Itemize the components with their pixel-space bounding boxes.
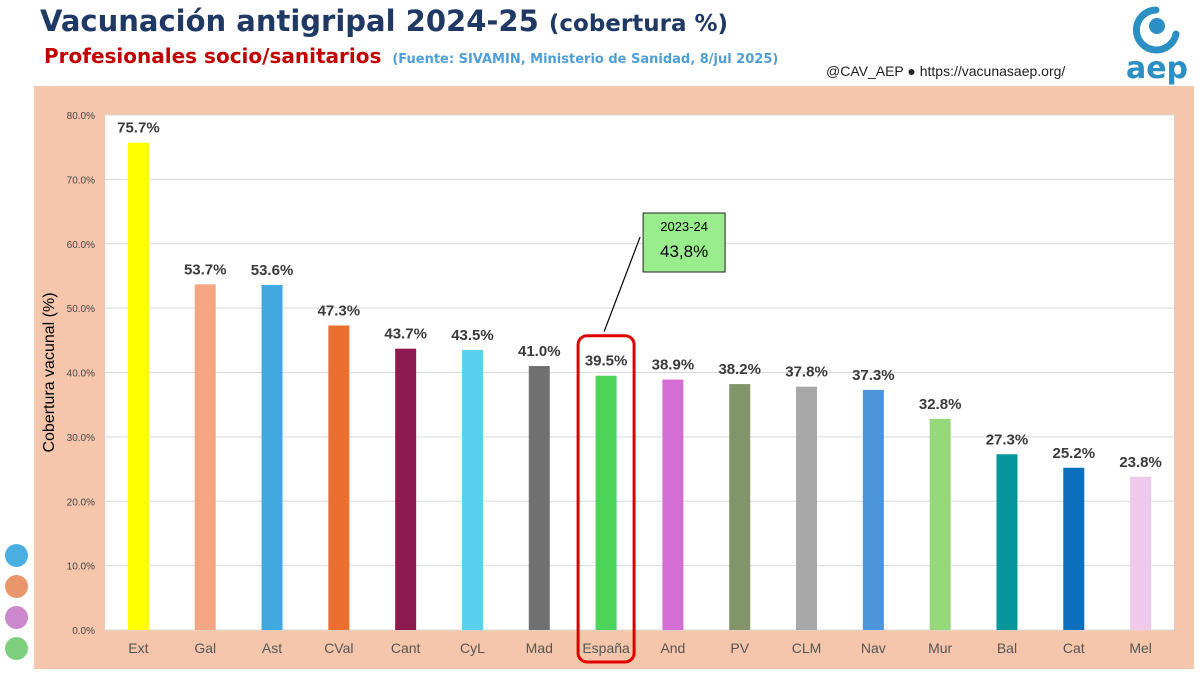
- bar: [127, 142, 149, 630]
- x-tick-label: Mel: [1129, 640, 1152, 656]
- data-label: 39.5%: [585, 353, 628, 370]
- orange-dot-icon: [5, 575, 28, 598]
- x-tick-label: Cant: [391, 640, 421, 656]
- bar: [862, 389, 884, 630]
- bar: [996, 454, 1018, 630]
- highlight-box: [576, 334, 636, 664]
- y-tick-label: 60.0%: [67, 240, 95, 251]
- bar: [395, 348, 417, 630]
- data-label: 38.9%: [652, 357, 695, 374]
- credits-line: @CAV_AEP ● https://vacunasaep.org/: [826, 63, 1066, 79]
- x-tick-label: CyL: [460, 640, 485, 656]
- data-label: 25.2%: [1053, 445, 1096, 462]
- annotation-pointer: [603, 236, 641, 332]
- x-tick-label: Ext: [128, 640, 148, 656]
- x-tick-label: Nav: [861, 640, 886, 656]
- subtitle: Profesionales socio/sanitarios (Fuente: …: [44, 44, 778, 68]
- annotation-value: 43,8%: [660, 242, 708, 261]
- y-tick-label: 70.0%: [67, 175, 95, 186]
- purple-dot-icon: [5, 606, 28, 629]
- data-label: 23.8%: [1119, 454, 1162, 471]
- data-label: 43.7%: [384, 326, 427, 343]
- x-tick-label: CLM: [792, 640, 822, 656]
- green-dot-icon: [5, 637, 28, 660]
- x-tick-label: Bal: [997, 640, 1017, 656]
- data-label: 32.8%: [919, 396, 962, 413]
- logo-text: aep: [1126, 51, 1188, 86]
- y-tick-label: 0.0%: [72, 626, 95, 637]
- bar: [1130, 476, 1152, 630]
- decor-dots: [5, 544, 28, 668]
- y-tick-label: 80.0%: [67, 111, 95, 122]
- x-tick-label: And: [660, 640, 685, 656]
- y-tick-label: 20.0%: [67, 497, 95, 508]
- y-tick-label: 30.0%: [67, 433, 95, 444]
- x-tick-label: Cat: [1063, 640, 1085, 656]
- annotation-box: [642, 212, 726, 273]
- bar: [796, 386, 818, 630]
- data-label: 27.3%: [986, 431, 1029, 448]
- data-label: 37.3%: [852, 367, 895, 384]
- y-tick-label: 40.0%: [67, 369, 95, 380]
- page-title: Vacunación antigripal 2024-25 (cobertura…: [40, 4, 728, 38]
- data-label: 53.6%: [251, 262, 294, 279]
- x-tick-label: Mad: [526, 640, 553, 656]
- x-tick-label: España: [582, 640, 630, 656]
- x-tick-label: CVal: [324, 640, 353, 656]
- title-main: Vacunación antigripal 2024-25: [40, 4, 539, 38]
- x-tick-label: PV: [730, 640, 749, 656]
- data-label: 43.5%: [451, 327, 494, 344]
- title-suffix: (cobertura %): [548, 11, 729, 37]
- subtitle-text: Profesionales socio/sanitarios: [44, 44, 382, 68]
- annotation-label: 2023-24: [660, 219, 708, 234]
- bar: [461, 349, 483, 630]
- bar: [261, 284, 283, 630]
- data-label: 53.7%: [184, 261, 227, 278]
- bar: [662, 379, 684, 630]
- source-note: (Fuente: SIVAMIN, Ministerio de Sanidad,…: [392, 52, 779, 67]
- bar: [328, 325, 350, 630]
- bar: [929, 418, 951, 630]
- x-tick-label: Ast: [262, 640, 282, 656]
- x-tick-label: Mur: [928, 640, 952, 656]
- data-label: 75.7%: [117, 120, 160, 137]
- data-label: 38.2%: [718, 361, 761, 378]
- chart-frame: 0.0% 10.0% 20.0% 30.0% 40.0% 50.0% 60.0% 70.0% 8…: [34, 86, 1194, 669]
- bar: [194, 284, 216, 630]
- logo-dot: [1149, 18, 1165, 34]
- y-tick-label: 50.0%: [67, 304, 95, 315]
- bar-chart: 0.0% 10.0% 20.0% 30.0% 40.0% 50.0% 60.0% 70.0% 8…: [41, 111, 1174, 664]
- bar: [729, 384, 751, 630]
- y-axis-label: Cobertura vacunal (%): [41, 292, 58, 452]
- y-tick-label: 10.0%: [67, 562, 95, 573]
- blue-dot-icon: [5, 544, 28, 567]
- logo-ring: [1132, 6, 1180, 54]
- bar: [1063, 467, 1085, 630]
- data-label: 41.0%: [518, 343, 561, 360]
- data-label: 37.8%: [785, 364, 828, 381]
- data-label: 47.3%: [318, 303, 361, 320]
- bar: [595, 375, 617, 630]
- x-tick-label: Gal: [194, 640, 216, 656]
- bar: [528, 366, 550, 630]
- aep-logo-icon: aep: [1126, 6, 1188, 86]
